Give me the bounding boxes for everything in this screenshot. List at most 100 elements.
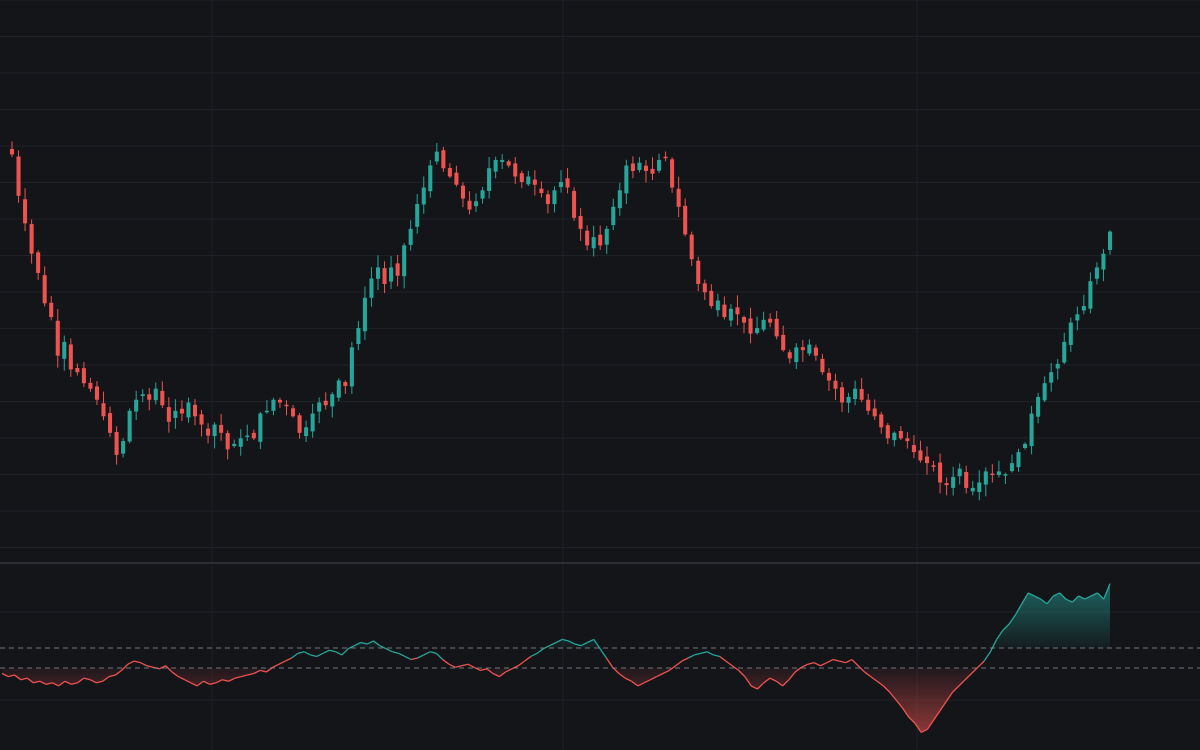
candle-body: [879, 414, 884, 428]
candle-body: [617, 190, 622, 209]
indicator-pane: [0, 583, 1200, 733]
candle-body: [127, 410, 132, 442]
indicator-line-segment: [127, 660, 135, 665]
candle-body: [905, 438, 910, 442]
candle-body: [232, 443, 237, 447]
candle-body: [964, 472, 969, 488]
indicator-line-segment: [1021, 592, 1029, 605]
candlestick-series: [9, 141, 1113, 501]
indicator-line-segment: [908, 716, 916, 724]
indicator-line-segment: [1008, 614, 1017, 625]
indicator-line-segment: [631, 680, 639, 687]
candle-body: [166, 407, 171, 422]
indicator-line-segment: [687, 654, 695, 659]
candle-body: [212, 424, 217, 437]
candle-body: [160, 390, 165, 406]
indicator-line-segment: [1053, 592, 1060, 597]
indicator-line-segment: [1084, 595, 1092, 600]
candle-body: [1055, 363, 1060, 369]
indicator-line-segment: [247, 672, 254, 676]
indicator-line-segment: [121, 663, 129, 671]
indicator-line-segment: [71, 682, 78, 685]
indicator-line-segment: [429, 651, 437, 654]
candle-body: [924, 456, 930, 464]
candle-body: [846, 396, 851, 403]
candle-body: [657, 159, 662, 171]
candle-body: [983, 471, 988, 485]
candle-body: [545, 194, 550, 205]
indicator-line-segment: [64, 680, 72, 685]
candle-body: [179, 408, 184, 414]
candle-body: [389, 267, 394, 282]
candle-body: [291, 408, 296, 417]
indicator-line-segment: [310, 654, 317, 658]
candle-body: [1062, 341, 1067, 363]
indicator-line-segment: [108, 674, 116, 678]
indicator-line-segment: [769, 677, 777, 682]
indicator-line-segment: [1059, 592, 1067, 600]
indicator-line-segment: [662, 669, 670, 675]
candle-body: [787, 352, 792, 359]
indicator-line-segment: [706, 651, 714, 656]
indicator-line-segment: [480, 668, 487, 672]
indicator-line-segment: [530, 652, 538, 658]
candle-body: [16, 156, 21, 196]
indicator-line-segment: [435, 652, 444, 661]
indicator-line-segment: [33, 680, 40, 684]
indicator-line-segment: [731, 665, 739, 671]
indicator-line-segment: [291, 652, 299, 659]
candle-body: [441, 150, 446, 169]
candle-body: [761, 319, 766, 330]
candle-body: [826, 372, 831, 381]
indicator-line-segment: [524, 655, 532, 662]
candle-body: [467, 200, 472, 210]
candle-body: [663, 156, 668, 159]
indicator-line-segment: [1040, 598, 1048, 605]
candle-body: [1107, 231, 1113, 250]
candle-body: [957, 468, 962, 477]
indicator-line-segment: [366, 640, 374, 645]
indicator-line-segment: [134, 660, 141, 664]
candle-body: [284, 404, 289, 407]
candle-body: [722, 304, 727, 318]
candle-body: [539, 188, 544, 194]
candle-body: [532, 179, 537, 185]
indicator-line-segment: [882, 685, 891, 693]
indicator-line-segment: [895, 699, 903, 709]
candle-body: [513, 163, 518, 177]
indicator-line-segment: [939, 701, 947, 712]
indicator-line-segment: [562, 638, 569, 642]
candle-body: [421, 187, 426, 205]
indicator-line-segment: [455, 665, 462, 668]
indicator-line-segment: [417, 654, 425, 659]
candle-body: [493, 159, 498, 172]
candle-body: [572, 190, 577, 218]
indicator-line-segment: [555, 638, 563, 644]
candle-body: [23, 199, 28, 224]
indicator-line-segment: [1090, 592, 1098, 597]
indicator-line-segment: [165, 665, 173, 673]
candle-body: [55, 320, 60, 356]
indicator-line-segment: [354, 641, 362, 647]
candle-body: [591, 237, 596, 249]
candle-body: [977, 482, 982, 493]
candle-body: [304, 427, 309, 437]
indicator-line-segment: [83, 677, 91, 681]
indicator-line-segment: [215, 679, 223, 684]
candle-body: [75, 368, 80, 373]
candle-body: [500, 159, 505, 163]
indicator-line-segment: [140, 662, 148, 667]
indicator-line-segment: [1103, 583, 1111, 600]
indicator-line-segment: [744, 676, 752, 687]
candle-body: [382, 268, 387, 284]
indicator-line-segment: [864, 671, 872, 678]
candle-body: [323, 400, 328, 406]
indicator-line-segment: [297, 651, 305, 654]
indicator-line-segment: [203, 680, 211, 685]
candle-body: [29, 224, 34, 254]
candle-body: [755, 328, 760, 334]
indicator-line-segment: [102, 676, 110, 682]
indicator-line-segment: [725, 660, 733, 667]
indicator-line-segment: [977, 660, 985, 668]
